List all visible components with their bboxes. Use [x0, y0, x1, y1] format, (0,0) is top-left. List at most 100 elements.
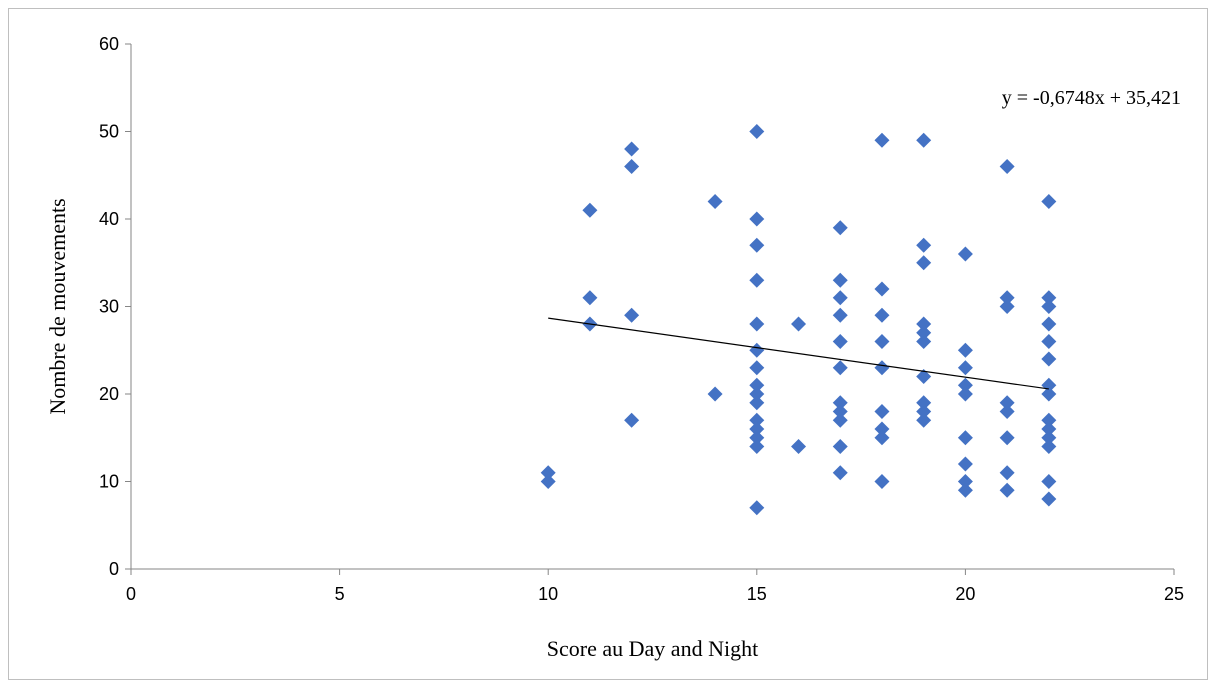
chart-frame: 0 10 20 30 40 50 60 0 5 10 15 20 25 y = -0,6748x + 3…: [8, 8, 1208, 680]
data-point: [1041, 194, 1057, 209]
data-point: [749, 342, 765, 358]
data-point: [749, 421, 765, 437]
data-point: [749, 439, 765, 454]
data-point: [957, 342, 973, 358]
data-point: [749, 124, 765, 139]
data-point: [749, 500, 765, 516]
data-point: [832, 272, 848, 288]
data-point: [832, 412, 848, 428]
scatter-chart: 0 10 20 30 40 50 60 0 5 10 15 20 25 y = -0,6748x + 3…: [45, 34, 1184, 661]
data-point: [749, 430, 765, 446]
data-point: [957, 456, 973, 472]
data-point: [957, 482, 973, 498]
data-point: [916, 395, 932, 411]
data-point: [916, 255, 932, 271]
data-point: [874, 307, 890, 323]
trendline-group: [548, 317, 1049, 390]
data-point: [624, 159, 640, 174]
data-point: [1041, 351, 1057, 367]
data-point: [1041, 316, 1057, 332]
y-tick-label: 0: [109, 559, 119, 579]
data-point: [540, 465, 556, 481]
data-point: [832, 395, 848, 411]
data-point: [832, 465, 848, 481]
data-point: [749, 386, 765, 402]
trendline-equation: y = -0,6748x + 35,421: [1002, 87, 1181, 109]
data-point: [832, 360, 848, 376]
data-point: [791, 439, 807, 454]
axes: 0 10 20 30 40 50 60 0 5 10 15 20 25: [99, 34, 1184, 604]
data-point: [582, 202, 598, 218]
data-point: [832, 404, 848, 419]
data-point: [1041, 412, 1057, 428]
data-point: [749, 395, 765, 411]
data-point: [1041, 491, 1057, 507]
data-point: [916, 237, 932, 253]
data-point: [874, 132, 890, 148]
x-tick-label: 15: [747, 584, 767, 604]
y-tick-label: 20: [99, 384, 119, 404]
data-point: [832, 439, 848, 454]
data-point: [1041, 334, 1057, 349]
y-tick-label: 30: [99, 297, 119, 317]
data-point: [1041, 299, 1057, 314]
data-point: [957, 377, 973, 393]
data-point: [916, 404, 932, 419]
data-points: [540, 124, 1057, 516]
data-point: [582, 290, 598, 306]
x-tick-label: 25: [1164, 584, 1184, 604]
data-point: [1041, 430, 1057, 446]
data-point: [832, 334, 848, 349]
data-point: [957, 430, 973, 446]
data-point: [1041, 290, 1057, 306]
y-tick-label: 60: [99, 34, 119, 54]
data-point: [624, 412, 640, 428]
data-point: [749, 360, 765, 376]
data-point: [1041, 439, 1057, 454]
y-tick-label: 50: [99, 122, 119, 142]
data-point: [957, 386, 973, 402]
data-point: [999, 465, 1015, 481]
data-point: [791, 316, 807, 332]
data-point: [1041, 386, 1057, 402]
x-axis-title: Score au Day and Night: [547, 636, 758, 661]
data-point: [916, 334, 932, 349]
data-point: [916, 412, 932, 428]
data-point: [749, 237, 765, 253]
trendline: [548, 317, 1049, 390]
x-tick-label: 5: [335, 584, 345, 604]
data-point: [749, 211, 765, 227]
x-tick-label: 20: [955, 584, 975, 604]
data-point: [749, 412, 765, 428]
x-tick-label: 0: [126, 584, 136, 604]
data-point: [749, 316, 765, 332]
data-point: [874, 421, 890, 437]
data-point: [1041, 474, 1057, 489]
data-point: [999, 290, 1015, 306]
data-point: [832, 307, 848, 323]
data-point: [832, 290, 848, 306]
data-point: [624, 141, 640, 157]
data-point: [999, 430, 1015, 446]
data-point: [1041, 421, 1057, 437]
data-point: [874, 404, 890, 419]
data-point: [916, 132, 932, 148]
data-point: [624, 307, 640, 323]
data-point: [957, 246, 973, 262]
data-point: [874, 334, 890, 349]
data-point: [957, 474, 973, 489]
data-point: [874, 430, 890, 446]
data-point: [874, 360, 890, 376]
data-point: [916, 369, 932, 384]
y-tick-label: 10: [99, 472, 119, 492]
data-point: [707, 386, 723, 402]
data-point: [999, 299, 1015, 314]
data-point: [916, 325, 932, 341]
x-tick-label: 10: [538, 584, 558, 604]
data-point: [707, 194, 723, 209]
data-point: [540, 474, 556, 489]
data-point: [749, 272, 765, 288]
data-point: [749, 377, 765, 393]
data-point: [916, 316, 932, 332]
data-point: [999, 159, 1015, 174]
